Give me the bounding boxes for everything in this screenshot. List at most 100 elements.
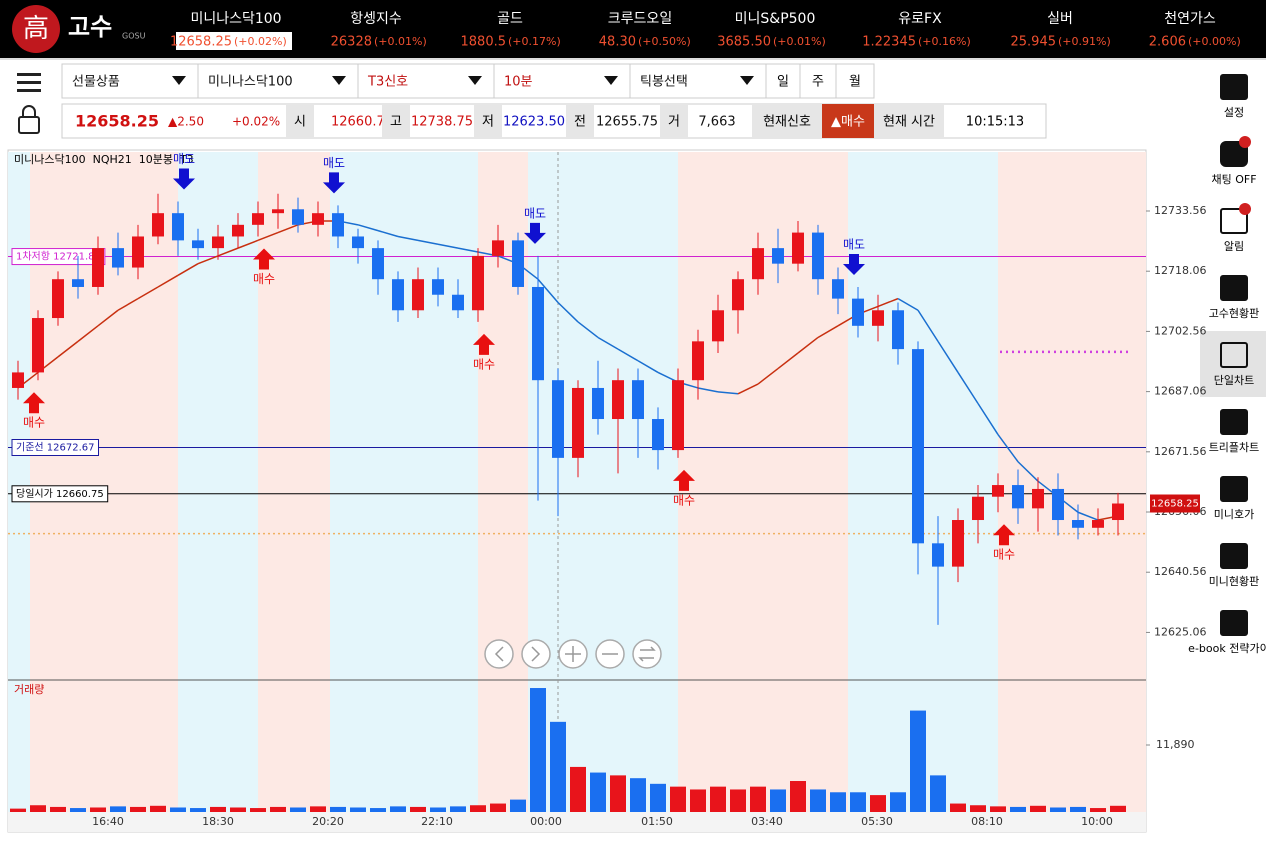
dropdown[interactable] (629, 63, 767, 99)
level-label: 당일시가 12660.75 (16, 488, 104, 500)
ma-segment (757, 367, 779, 385)
candle-body (852, 298, 864, 326)
sidebar-label[interactable]: 설정 (1224, 106, 1244, 119)
sidebar-icon[interactable] (1220, 610, 1248, 636)
period-label: 월 (849, 75, 861, 90)
sidebar-icon[interactable] (1220, 141, 1248, 167)
candle-body (292, 209, 304, 225)
menu-icon[interactable] (17, 81, 41, 84)
candle-body (1032, 488, 1044, 509)
sidebar-label[interactable]: 알림 (1224, 239, 1244, 253)
ticker-name[interactable]: 골드 (497, 11, 523, 27)
volume-bar (1110, 805, 1126, 812)
field-value: 12738.75 (411, 115, 473, 130)
ma-segment (57, 340, 79, 358)
candle-body (412, 279, 424, 311)
ticker-name[interactable]: 미니나스닥100 (190, 11, 281, 27)
x-tick-label: 03:40 (751, 815, 783, 828)
signal-bg (822, 104, 874, 138)
ticker-name[interactable]: 유로FX (898, 11, 942, 27)
dropdown[interactable] (197, 63, 359, 99)
ma-segment (217, 247, 239, 257)
signal: ▲매수 (831, 115, 865, 130)
dropdown-label: 미니나스닥100 (208, 75, 293, 90)
sidebar-icon[interactable] (1220, 208, 1248, 234)
nav-button[interactable] (632, 639, 662, 669)
candle-body (132, 236, 144, 268)
candle-body (1092, 520, 1104, 528)
candle-body (952, 520, 964, 567)
volume-bar (370, 808, 386, 812)
ticker-change: (+0.01%) (374, 35, 427, 48)
volume-bar (870, 795, 886, 812)
volume-bar (670, 786, 686, 812)
ticker-name[interactable]: 미니S&P500 (735, 11, 816, 27)
volume-bar (350, 807, 366, 812)
volume-bar (170, 807, 186, 812)
ticker-name[interactable]: 크루드오일 (608, 11, 672, 27)
session-band (330, 152, 478, 812)
nav-glyph (638, 646, 656, 662)
sidebar-label[interactable]: 고수현황판 (1209, 307, 1260, 320)
candle-body (752, 248, 764, 280)
sidebar-selected (1200, 331, 1266, 397)
sidebar-label[interactable]: 트리플차트 (1209, 441, 1260, 454)
ticker-name[interactable]: 실버 (1047, 11, 1073, 27)
signal-arrow (524, 222, 546, 244)
quote-rate: +0.02% (232, 115, 280, 129)
sidebar-icon[interactable] (1220, 476, 1248, 502)
volume-bar (550, 721, 566, 812)
ticker-change: (+0.16%) (918, 35, 971, 48)
ticker-price: 25.945 (1011, 35, 1057, 50)
sidebar-icon[interactable] (1220, 409, 1248, 435)
candle-body (532, 286, 544, 381)
period-button[interactable] (799, 63, 837, 99)
ma-segment (897, 297, 919, 311)
candle-body (212, 236, 224, 249)
field-label-bg (474, 104, 502, 138)
signal-label: 매수 (23, 416, 45, 430)
ticker-name[interactable]: 천연가스 (1164, 11, 1216, 27)
y-tick-label: 12718.06 (1154, 264, 1207, 277)
nav-button[interactable] (521, 639, 551, 669)
menu-icon[interactable] (17, 73, 41, 76)
ma-segment (997, 434, 1019, 463)
sidebar-label[interactable]: 채팅 OFF (1211, 173, 1256, 186)
ma-segment (97, 309, 119, 327)
candle-body (892, 310, 904, 350)
lock-shackle (22, 105, 36, 117)
sidebar-label[interactable]: 미니호가 (1214, 508, 1254, 521)
ticker-change: (+0.91%) (1058, 35, 1111, 48)
sidebar-label[interactable]: e-book 전략가이드 (1188, 642, 1266, 655)
badge (1239, 136, 1251, 148)
volume-bar (50, 806, 66, 812)
volume-bar (330, 806, 346, 812)
ma-segment (1077, 511, 1099, 521)
menu-icon[interactable] (17, 89, 41, 92)
ma-segment (117, 297, 139, 311)
ma-segment (697, 387, 719, 393)
sidebar-icon[interactable] (1220, 543, 1248, 569)
candle-body (1012, 485, 1024, 509)
sidebar-icon[interactable] (1220, 275, 1248, 301)
x-tick-label: 20:20 (312, 815, 344, 828)
sidebar-icon[interactable] (1220, 342, 1248, 368)
sidebar-label[interactable]: 단일차트 (1214, 373, 1254, 387)
candle-body (432, 279, 444, 295)
signal-label: 매수 (993, 548, 1015, 562)
candle-body (92, 248, 104, 287)
period-button[interactable] (835, 63, 875, 99)
nav-glyph (565, 646, 581, 662)
y-tick-label: 12640.56 (1154, 565, 1207, 578)
candle-body (112, 248, 124, 268)
ma-segment (457, 247, 479, 253)
sidebar-label[interactable]: 미니현황판 (1209, 575, 1260, 588)
ticker-name[interactable]: 항셍지수 (350, 11, 402, 27)
sidebar-icon[interactable] (1220, 74, 1248, 100)
field-label-bg (286, 104, 314, 138)
field-label-bg (660, 104, 688, 138)
ma-segment (437, 243, 459, 249)
nav-button[interactable] (484, 639, 514, 669)
candle-body (252, 213, 264, 225)
candle-body (352, 236, 364, 249)
